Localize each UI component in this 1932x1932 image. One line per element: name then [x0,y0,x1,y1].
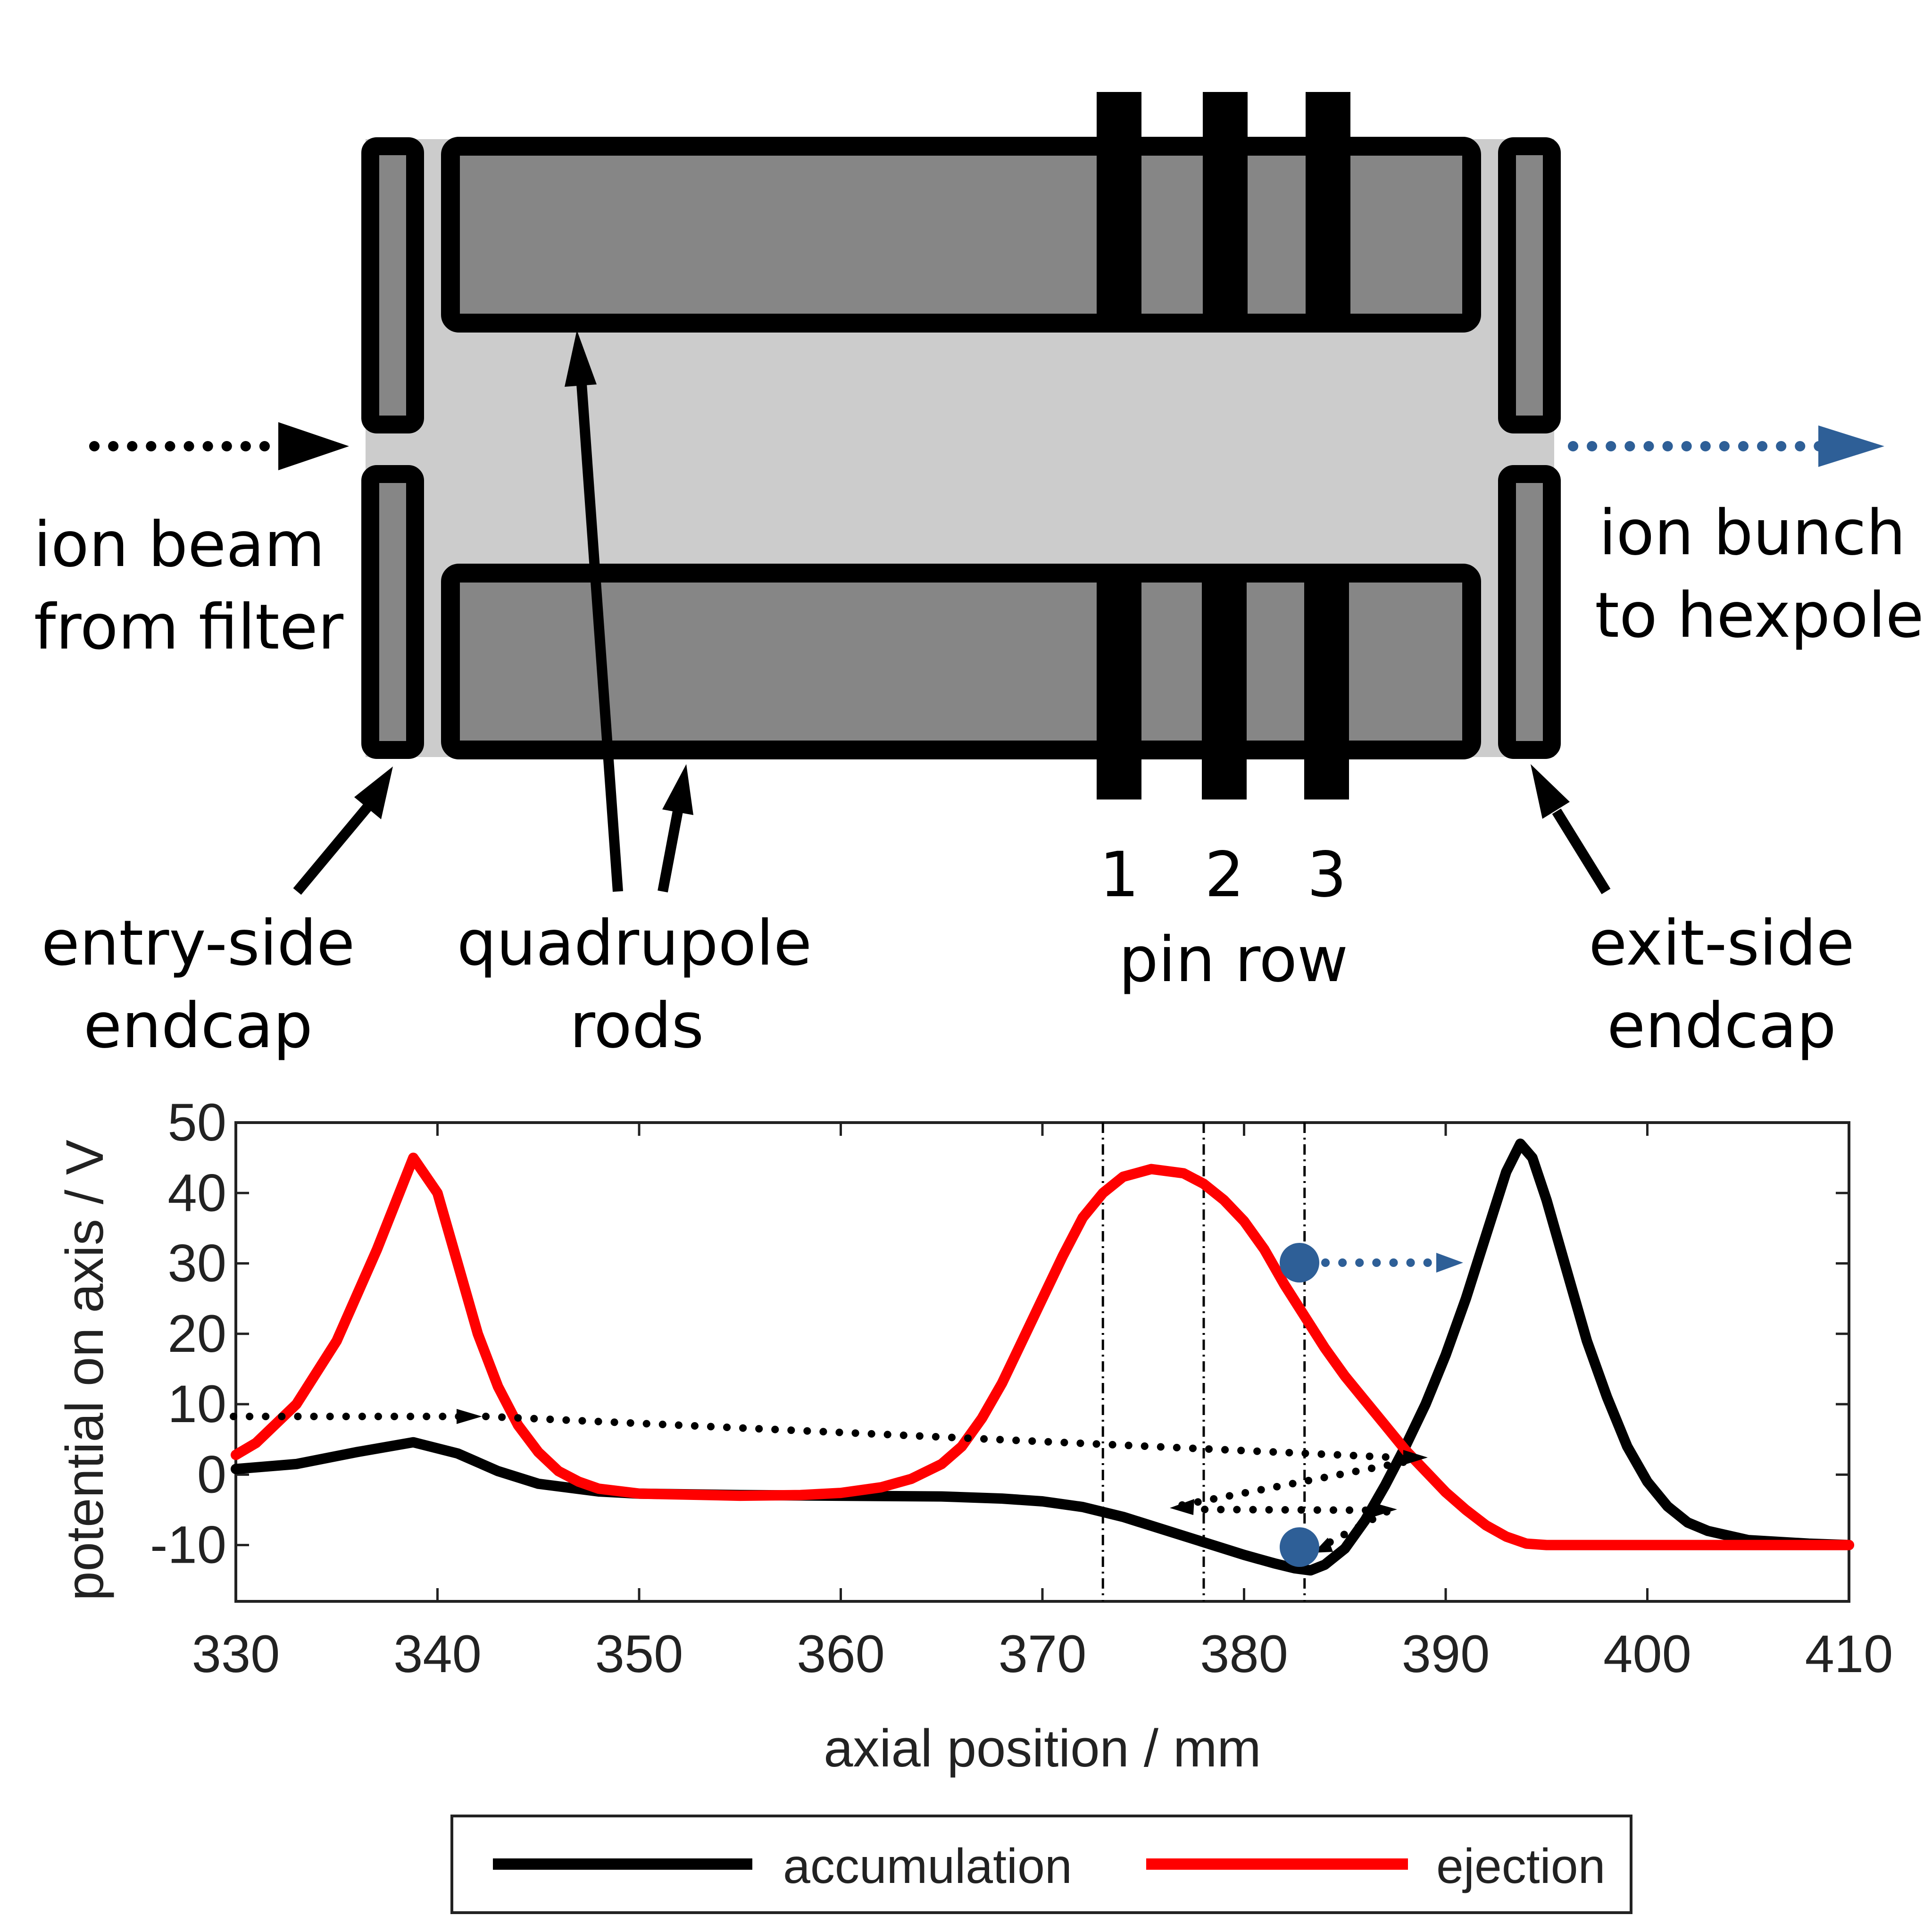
curves [231,1138,1854,1576]
series-line-accumulation [231,1138,1854,1576]
x-tick-label: 350 [595,1624,683,1683]
ion-path-return-1 [1175,1458,1407,1509]
pin-1-label: 1 [1099,839,1139,911]
legend-label-accumulation: accumulation [783,1839,1072,1894]
ion-beam-label-line1: ion beam [33,508,325,581]
quad-rods-label-line1: quadrupole [457,907,812,980]
x-tick-label: 380 [1200,1624,1288,1683]
x-axis-title: axial position / mm [824,1719,1261,1778]
y-tick-label: -10 [150,1516,226,1574]
ion-bunch-markers [1280,1243,1463,1567]
quad-rods-label-line2: rods [570,990,704,1062]
x-tick-label: 360 [797,1624,885,1683]
plot-frame [234,1121,1850,1603]
x-tick-label: 330 [192,1624,280,1683]
y-tick-label: 20 [167,1304,226,1363]
ejected-ion-bunch-marker [1280,1243,1319,1282]
x-axis-ticks: 330 340 350 360 370 380 390 400 410 [192,1123,1893,1683]
pin-1-upper [1097,92,1141,314]
ion-beam-arrow [89,422,349,470]
potential-chart: 330 340 350 360 370 380 390 400 410 50 40 30 20 10 0 -… [55,1093,1893,1914]
exit-endcap-upper [1498,137,1561,433]
y-tick-label: 0 [197,1445,226,1504]
series-line-ejection [231,1152,1854,1550]
pin-3-lower [1304,583,1349,799]
ejection-arrowhead [1436,1253,1463,1273]
legend-label-ejection: ejection [1436,1839,1605,1894]
ion-bunch-label-line1: ion bunch [1599,497,1906,569]
exit-endcap-lower [1498,465,1561,759]
entry-endcap-label-line2: endcap [83,990,313,1062]
ion-beam-label-line2: from filter [34,591,344,664]
y-axis-ticks: 50 40 30 20 10 0 -10 [150,1093,1849,1574]
entry-endcap-pointer [293,766,393,895]
trap-diagram: ion beam from filter ion bunch to hexpol… [33,92,1924,1062]
pin-position-lines [1101,1123,1306,1601]
pin-2-upper [1203,92,1248,314]
entry-endcap-lower [361,465,424,759]
x-tick-label: 410 [1805,1624,1893,1683]
beam-gap [366,429,1554,467]
pin-1-lower [1097,583,1141,799]
pin-row-label: pin row [1119,924,1348,996]
pin-3-upper [1306,92,1350,314]
y-tick-label: 50 [167,1093,226,1152]
x-tick-label: 370 [999,1624,1087,1683]
entry-endcap-upper [361,137,424,433]
quad-rod-pointer-lower [658,764,693,893]
x-tick-label: 400 [1603,1624,1691,1683]
ion-path-arrowhead-2 [1403,1450,1428,1465]
pin-3-label: 3 [1307,839,1347,911]
x-tick-label: 390 [1402,1624,1490,1683]
pin-2-label: 2 [1205,839,1244,911]
legend: accumulation ejection [450,1815,1632,1914]
y-axis-title: potential on axis / V [55,1140,114,1601]
y-tick-label: 40 [167,1163,226,1222]
quad-rod-pointer-upper [565,330,623,892]
ion-bunch-label-line2: to hexpole [1595,579,1924,652]
exit-endcap-label-line1: exit-side [1589,907,1855,980]
exit-endcap-label-line2: endcap [1607,990,1836,1062]
trapped-ion-bunch-marker [1280,1527,1319,1567]
ion-path-settle [1317,1508,1391,1551]
ion-path-return-2 [1185,1506,1386,1514]
y-tick-label: 10 [167,1374,226,1433]
pin-2-lower [1202,583,1247,799]
exit-endcap-pointer [1531,764,1611,894]
ion-path-forward [482,1413,1400,1461]
x-tick-label: 340 [393,1624,482,1683]
y-tick-label: 30 [167,1234,226,1293]
ion-path-arrowhead-1 [457,1409,482,1424]
entry-endcap-label-line1: entry-side [42,907,355,980]
ion-trajectory-annotation [230,1409,1428,1553]
ion-bunch-arrow [1568,425,1884,467]
